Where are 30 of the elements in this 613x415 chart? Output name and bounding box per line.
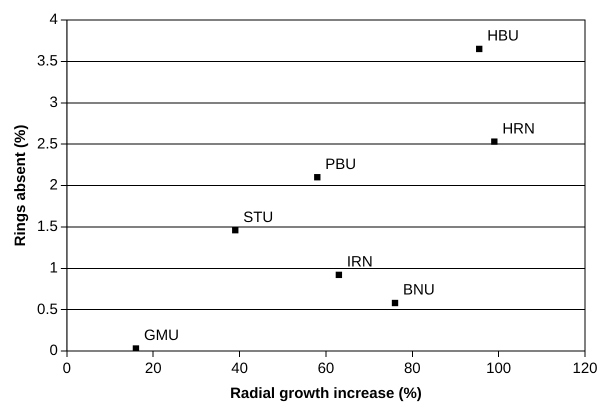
y-tick-label: 2 — [50, 176, 58, 194]
y-tick-label: 3.5 — [36, 52, 58, 70]
x-tick-label: 120 — [572, 360, 598, 378]
x-tick-label: 100 — [486, 360, 512, 378]
annotation: HRN — [502, 120, 535, 138]
annotation: PBU — [325, 156, 356, 173]
y-tick-label: 4 — [50, 11, 58, 28]
annotation: IRN — [346, 254, 373, 271]
x-tick-label: 60 — [318, 360, 334, 378]
annotation: GMU — [144, 327, 179, 344]
y-axis-title: Rings absent (%) — [12, 124, 30, 246]
annotation: HBU — [487, 28, 519, 45]
y-tick-label: 3 — [50, 94, 58, 111]
point — [336, 272, 342, 278]
x-tick-label: 20 — [144, 360, 162, 378]
x-tick-label: 40 — [231, 360, 248, 378]
x-tick-label: 0 — [62, 360, 72, 378]
point — [232, 227, 238, 234]
x-axis-title: Radial growth increase (%) — [230, 385, 422, 402]
point — [476, 46, 482, 52]
annotation: STU — [243, 208, 274, 226]
y-tick-label: 1 — [50, 259, 58, 276]
y-tick-label: 1.5 — [36, 218, 58, 236]
y-tick-label: 0 — [50, 342, 58, 360]
y-tick-label: 0.5 — [36, 300, 58, 318]
point — [314, 174, 320, 180]
y-tick-label: 2.5 — [36, 135, 58, 152]
annotation: BNU — [403, 282, 435, 299]
x-tick-label: 80 — [404, 360, 421, 378]
point — [491, 138, 498, 145]
